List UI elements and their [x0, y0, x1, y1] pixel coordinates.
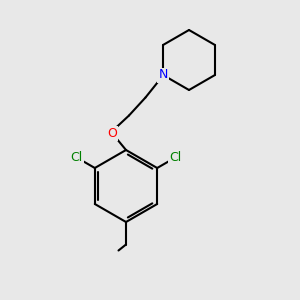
Text: O: O: [108, 127, 117, 140]
Text: Cl: Cl: [169, 151, 182, 164]
Text: Cl: Cl: [70, 151, 83, 164]
Text: N: N: [158, 68, 168, 82]
